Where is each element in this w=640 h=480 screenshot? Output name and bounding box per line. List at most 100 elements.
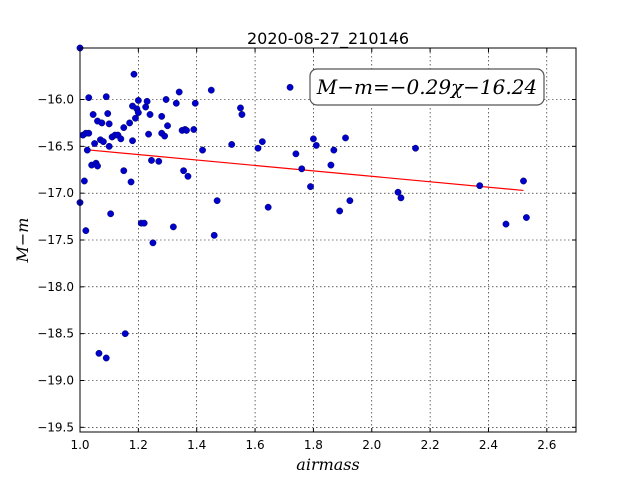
data-point <box>99 138 107 146</box>
fit-equation-box: M−m=−0.29χ−16.24 <box>309 68 545 106</box>
grid-lines <box>80 48 576 432</box>
x-tick-label: 2.0 <box>362 438 381 452</box>
y-tick-label: −17.0 <box>37 186 74 200</box>
data-point <box>149 239 157 247</box>
data-point <box>210 231 218 239</box>
data-point <box>199 146 206 154</box>
data-point <box>183 127 190 134</box>
data-point <box>132 114 139 122</box>
data-point <box>191 99 199 107</box>
data-point <box>476 182 484 190</box>
x-tick-label: 1.0 <box>70 438 89 452</box>
chart-title: 2020-08-27_210146 <box>247 29 409 49</box>
data-point <box>89 111 97 118</box>
fit-equation-text: M−m=−0.29χ−16.24 <box>316 75 537 99</box>
x-tick-label: 2.6 <box>537 438 556 452</box>
data-point <box>254 144 262 152</box>
data-point <box>327 161 335 169</box>
data-point <box>146 111 154 118</box>
x-tick-label: 1.8 <box>304 438 323 452</box>
data-point <box>85 129 93 137</box>
data-point <box>98 119 106 127</box>
data-point <box>164 122 171 130</box>
x-axis-label: airmass <box>296 455 359 474</box>
data-point <box>120 124 128 132</box>
data-point <box>162 96 170 103</box>
data-points <box>76 44 530 362</box>
data-point <box>129 137 136 145</box>
data-point <box>180 167 187 175</box>
data-point <box>134 97 142 104</box>
data-point <box>238 111 246 118</box>
data-point <box>80 177 88 185</box>
data-point <box>336 207 344 215</box>
y-tick-label: −18.5 <box>37 327 74 341</box>
data-point <box>175 88 183 96</box>
data-point <box>94 162 101 170</box>
y-axis-label: M−m <box>13 218 32 264</box>
y-tick-label: −16.5 <box>37 139 74 153</box>
data-point <box>330 146 338 154</box>
y-tick-label: −19.0 <box>37 373 74 387</box>
data-point <box>121 330 129 338</box>
data-point <box>228 141 236 148</box>
data-point <box>169 223 177 231</box>
data-point <box>127 178 135 186</box>
data-point <box>143 97 151 105</box>
data-point <box>95 349 103 357</box>
data-point <box>82 227 90 235</box>
data-point <box>264 203 272 211</box>
data-point <box>158 112 166 120</box>
data-point <box>140 219 148 227</box>
data-point <box>312 142 320 149</box>
data-point <box>184 172 192 180</box>
data-point <box>130 70 138 78</box>
data-point <box>117 135 125 143</box>
data-point <box>298 165 306 173</box>
y-tick-label: −16.0 <box>37 93 74 107</box>
data-point <box>412 144 419 152</box>
data-point <box>102 354 110 362</box>
data-point <box>145 130 152 138</box>
data-point <box>105 142 113 150</box>
x-tick-label: 2.2 <box>421 438 440 452</box>
data-point <box>207 86 215 94</box>
data-point <box>104 110 112 117</box>
data-point <box>394 188 402 196</box>
data-point <box>397 194 405 202</box>
y-tick-label: −19.5 <box>37 420 74 434</box>
data-point <box>307 183 314 191</box>
data-point <box>292 150 300 158</box>
data-point <box>286 83 294 91</box>
data-point <box>190 126 198 133</box>
data-point <box>102 93 110 101</box>
data-point <box>523 214 530 221</box>
data-point <box>502 220 510 228</box>
data-point <box>107 210 115 218</box>
y-tick-label: −18.0 <box>37 280 74 294</box>
data-point <box>258 138 266 146</box>
data-point <box>134 109 142 117</box>
x-tick-label: 2.4 <box>479 438 498 452</box>
data-point <box>213 197 221 205</box>
y-tick-label: −17.5 <box>37 233 74 247</box>
x-tick-label: 1.6 <box>246 438 265 452</box>
data-point <box>105 120 113 128</box>
data-point <box>85 94 93 102</box>
data-point <box>161 132 169 140</box>
x-tick-label: 1.4 <box>187 438 206 452</box>
data-point <box>172 99 180 107</box>
data-point <box>126 119 134 127</box>
data-point <box>142 103 150 111</box>
data-point <box>155 157 163 165</box>
data-point <box>148 156 155 164</box>
x-tick-label: 1.2 <box>129 438 148 452</box>
data-point <box>91 140 98 147</box>
data-point <box>83 146 91 154</box>
data-point <box>237 104 244 112</box>
data-point <box>520 177 527 185</box>
data-point <box>310 135 317 143</box>
annotation-box <box>309 68 545 106</box>
data-point <box>120 167 128 175</box>
